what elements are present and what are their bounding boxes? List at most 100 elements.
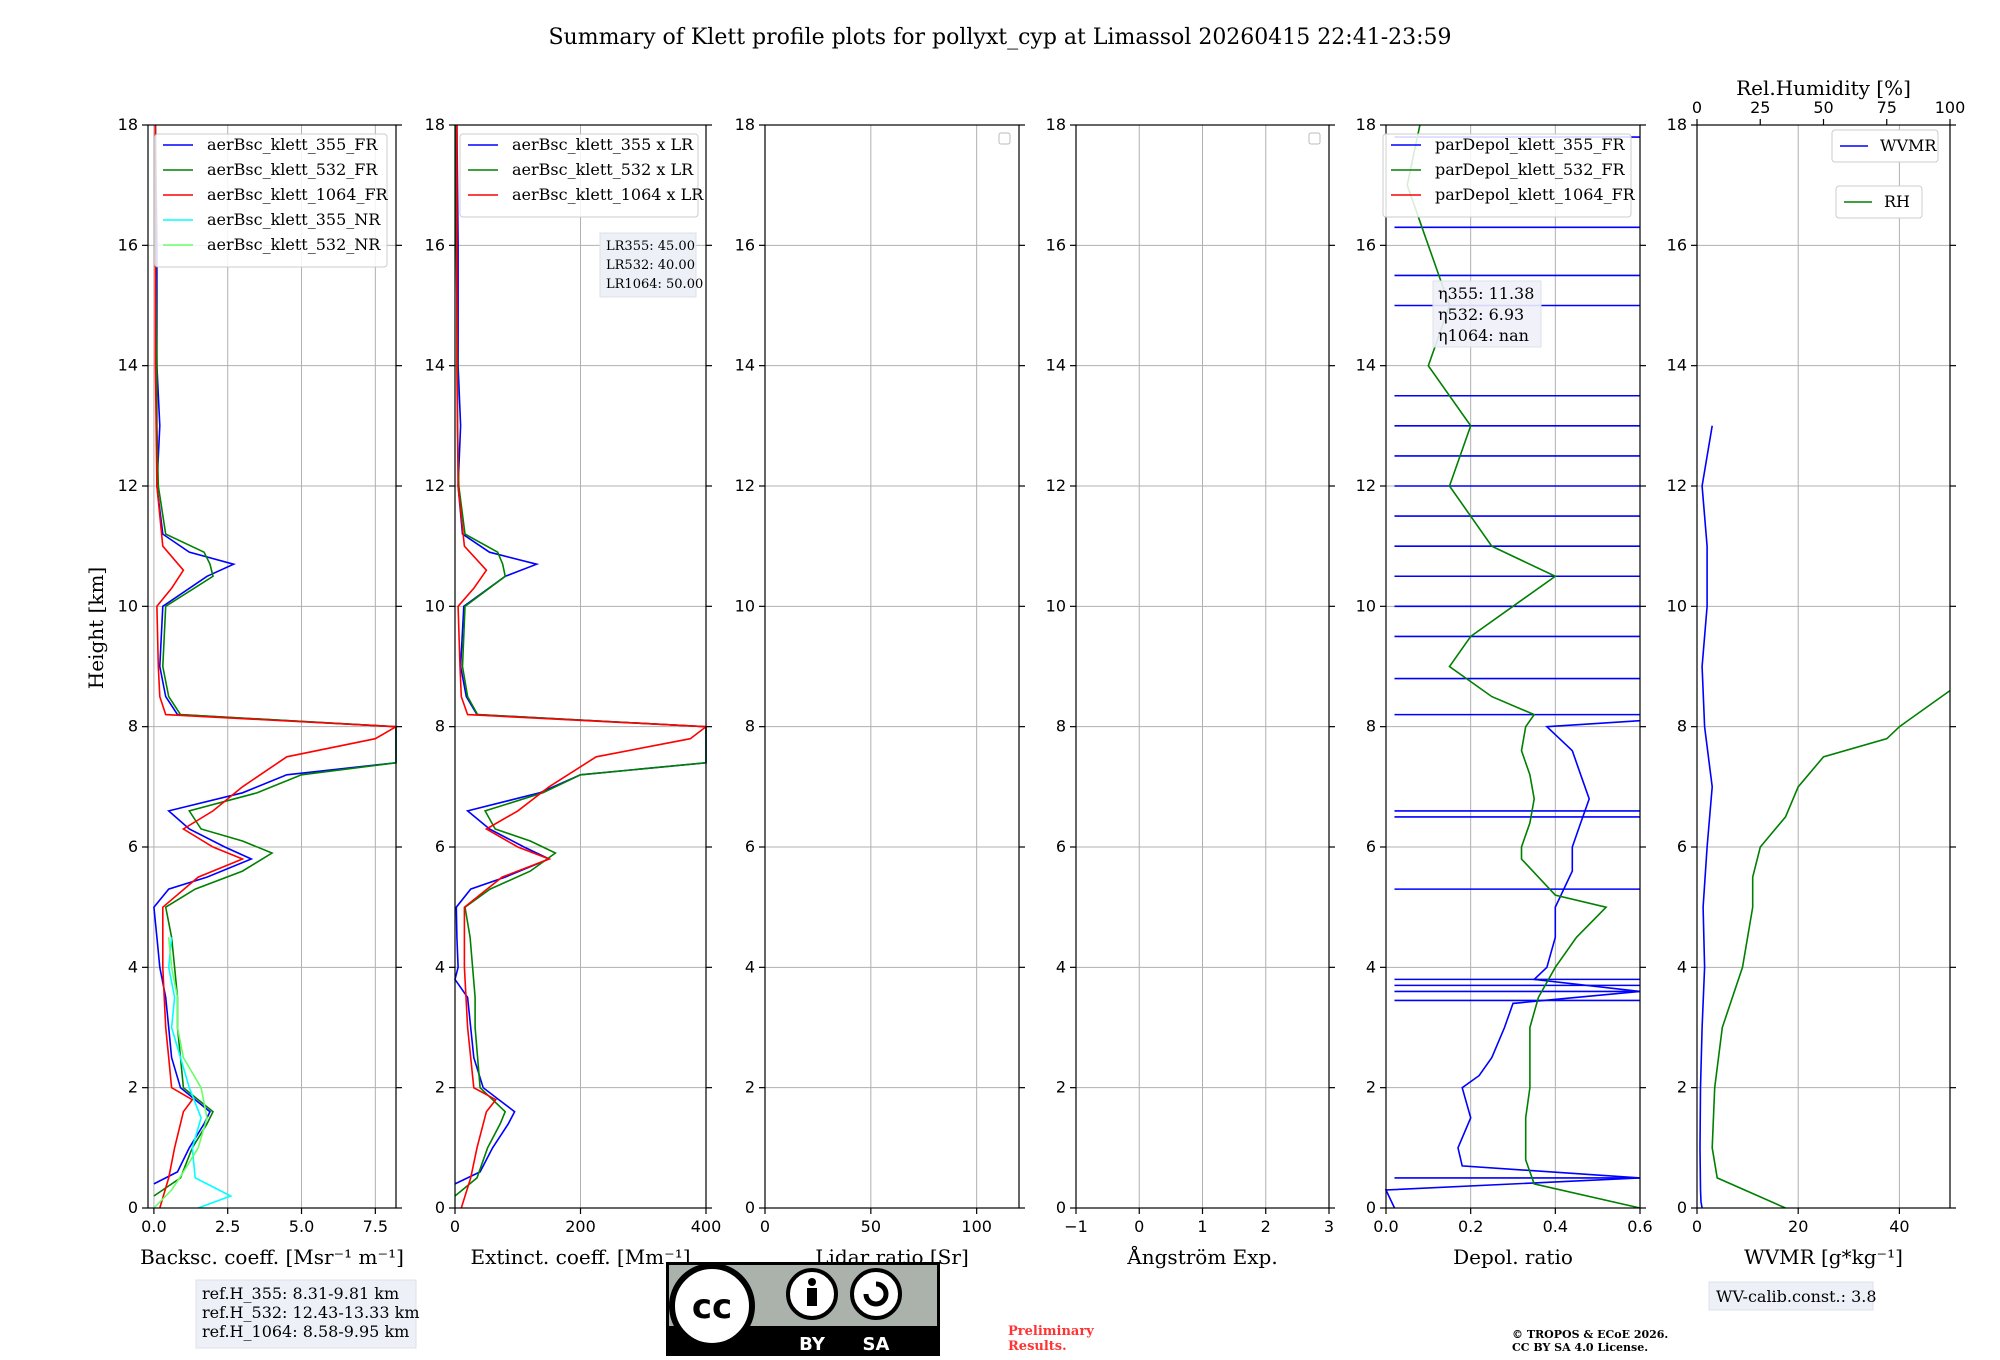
x-tick-label: 2 — [1261, 1217, 1271, 1236]
series-line — [1711, 689, 1951, 1209]
x-tick-label: 0.0 — [141, 1217, 166, 1236]
x-tick-label: 20 — [1788, 1217, 1808, 1236]
refh-532: ref.H_532: 12.43-13.33 km — [202, 1303, 420, 1322]
legend-label: parDepol_klett_532_FR — [1435, 160, 1626, 179]
y-tick-label: 12 — [425, 476, 445, 495]
series-line — [154, 125, 399, 1209]
refh-355: ref.H_355: 8.31-9.81 km — [202, 1284, 399, 1303]
y-tick-label: 16 — [118, 235, 138, 254]
legend-label: parDepol_klett_355_FR — [1435, 135, 1626, 154]
y-tick-label: 12 — [1046, 476, 1066, 495]
y-tick-label: 14 — [118, 356, 138, 375]
y-tick-label: 2 — [1677, 1078, 1687, 1097]
y-tick-label: 10 — [1046, 596, 1066, 615]
top-x-tick-label: 50 — [1813, 98, 1833, 117]
wv-calib-box: WV-calib.const.: 3.8 — [1708, 1281, 1877, 1311]
y-tick-label: 2 — [435, 1078, 445, 1097]
copyright-line2: CC BY SA 4.0 License. — [1512, 1341, 1648, 1354]
lr-annotation: LR532: 40.00 — [606, 258, 695, 273]
y-tick-label: 16 — [1046, 235, 1066, 254]
x-tick-label: 200 — [565, 1217, 596, 1236]
sa-share-icon — [850, 1268, 902, 1320]
top-x-tick-label: 25 — [1750, 98, 1770, 117]
legend-label: aerBsc_klett_532_NR — [207, 235, 381, 254]
y-tick-label: 8 — [745, 717, 755, 736]
panels: 0.0 2.5 5.0 7.5 Backsc. coeff. [Msr⁻¹ m⁻¹] 0 2… — [118, 76, 1966, 1269]
badge-by-label: BY — [799, 1334, 826, 1355]
x-tick-label: 40 — [1889, 1217, 1909, 1236]
backscatter-refh-box: ref.H_355: 8.31-9.81 km ref.H_532: 12.43… — [195, 1279, 420, 1349]
panel-depolarization: 0.0 0.2 0.4 0.6 Depol. ratio 0 2 4 6 8 10 12 14 16 18 p… — [1356, 115, 1653, 1269]
legend-label: aerBsc_klett_355_FR — [207, 135, 378, 154]
y-tick-label: 12 — [118, 476, 138, 495]
eta-annotation: η355: 11.38 — [1438, 284, 1534, 303]
y-tick-label: 6 — [128, 837, 138, 856]
y-tick-label: 6 — [435, 837, 445, 856]
sa-arrow-icon — [863, 1281, 889, 1307]
legend-label: aerBsc_klett_1064 x LR — [512, 185, 704, 204]
panel-wvmr: 0 20 40 WVMR [g*kg⁻¹] 0 2 4 6 8 10 12 14 16 18 0 25 50 75… — [1667, 76, 1966, 1269]
badge-sa-label: SA — [863, 1334, 890, 1355]
y-tick-label: 0 — [1056, 1198, 1066, 1217]
y-tick-label: 14 — [425, 356, 445, 375]
axes-frame — [147, 124, 397, 1209]
x-axis-label: WVMR [g*kg⁻¹] — [1744, 1245, 1903, 1269]
y-axis-label: Height [km] — [84, 567, 108, 689]
y-tick-label: 14 — [1667, 356, 1687, 375]
top-axis-label: Rel.Humidity [%] — [1736, 76, 1911, 100]
y-tick-label: 2 — [1366, 1078, 1376, 1097]
x-tick-label: 0.2 — [1458, 1217, 1483, 1236]
eta-annotation-box — [1432, 280, 1542, 348]
axes-frame — [764, 124, 1020, 1209]
y-tick-label: 10 — [118, 596, 138, 615]
legend-box — [1831, 129, 1939, 163]
lr-annotation: LR1064: 50.00 — [606, 277, 703, 292]
x-tick-label: 100 — [961, 1217, 992, 1236]
preliminary-line2: Results. — [1008, 1339, 1067, 1354]
x-tick-label: 5.0 — [289, 1217, 314, 1236]
y-tick-label: 18 — [735, 115, 755, 134]
empty-legend-box — [1308, 132, 1321, 145]
y-tick-label: 6 — [745, 837, 755, 856]
y-tick-label: 0 — [745, 1198, 755, 1217]
legend-box — [459, 133, 699, 218]
y-tick-label: 12 — [1356, 476, 1376, 495]
x-tick-label: 0 — [1692, 1217, 1702, 1236]
y-tick-label: 2 — [128, 1078, 138, 1097]
by-person-body — [807, 1288, 817, 1306]
y-tick-label: 8 — [1366, 717, 1376, 736]
x-tick-label: 0 — [1134, 1217, 1144, 1236]
cc-license-badge: cc BY SA — [666, 1262, 940, 1356]
y-tick-label: 4 — [1366, 957, 1376, 976]
axes-frame — [1385, 124, 1641, 1209]
x-tick-label: 3 — [1324, 1217, 1334, 1236]
y-tick-label: 4 — [1677, 957, 1687, 976]
x-axis-label: Backsc. coeff. [Msr⁻¹ m⁻¹] — [140, 1245, 404, 1269]
y-tick-label: 8 — [1056, 717, 1066, 736]
legend-box — [154, 133, 388, 268]
y-tick-label: 16 — [1667, 235, 1687, 254]
series-line — [153, 124, 397, 1185]
x-tick-label: 0.0 — [1373, 1217, 1398, 1236]
legend-label: aerBsc_klett_532 x LR — [512, 160, 694, 179]
y-tick-label: 0 — [435, 1198, 445, 1217]
y-tick-label: 4 — [435, 957, 445, 976]
y-tick-label: 10 — [425, 596, 445, 615]
y-tick-label: 18 — [1046, 115, 1066, 134]
y-tick-label: 14 — [1046, 356, 1066, 375]
x-tick-label: 1 — [1197, 1217, 1207, 1236]
y-tick-label: 6 — [1366, 837, 1376, 856]
y-tick-label: 14 — [735, 356, 755, 375]
y-tick-label: 0 — [1677, 1198, 1687, 1217]
y-tick-label: 18 — [1356, 115, 1376, 134]
x-axis-label: Extinct. coeff. [Mm⁻¹] — [470, 1245, 690, 1269]
x-tick-label: 50 — [861, 1217, 881, 1236]
y-tick-label: 0 — [1366, 1198, 1376, 1217]
y-tick-label: 12 — [1667, 476, 1687, 495]
x-tick-label: 0 — [450, 1217, 460, 1236]
lr-annotation-box — [599, 232, 697, 298]
series-line — [1406, 124, 1641, 1209]
y-tick-label: 16 — [425, 235, 445, 254]
